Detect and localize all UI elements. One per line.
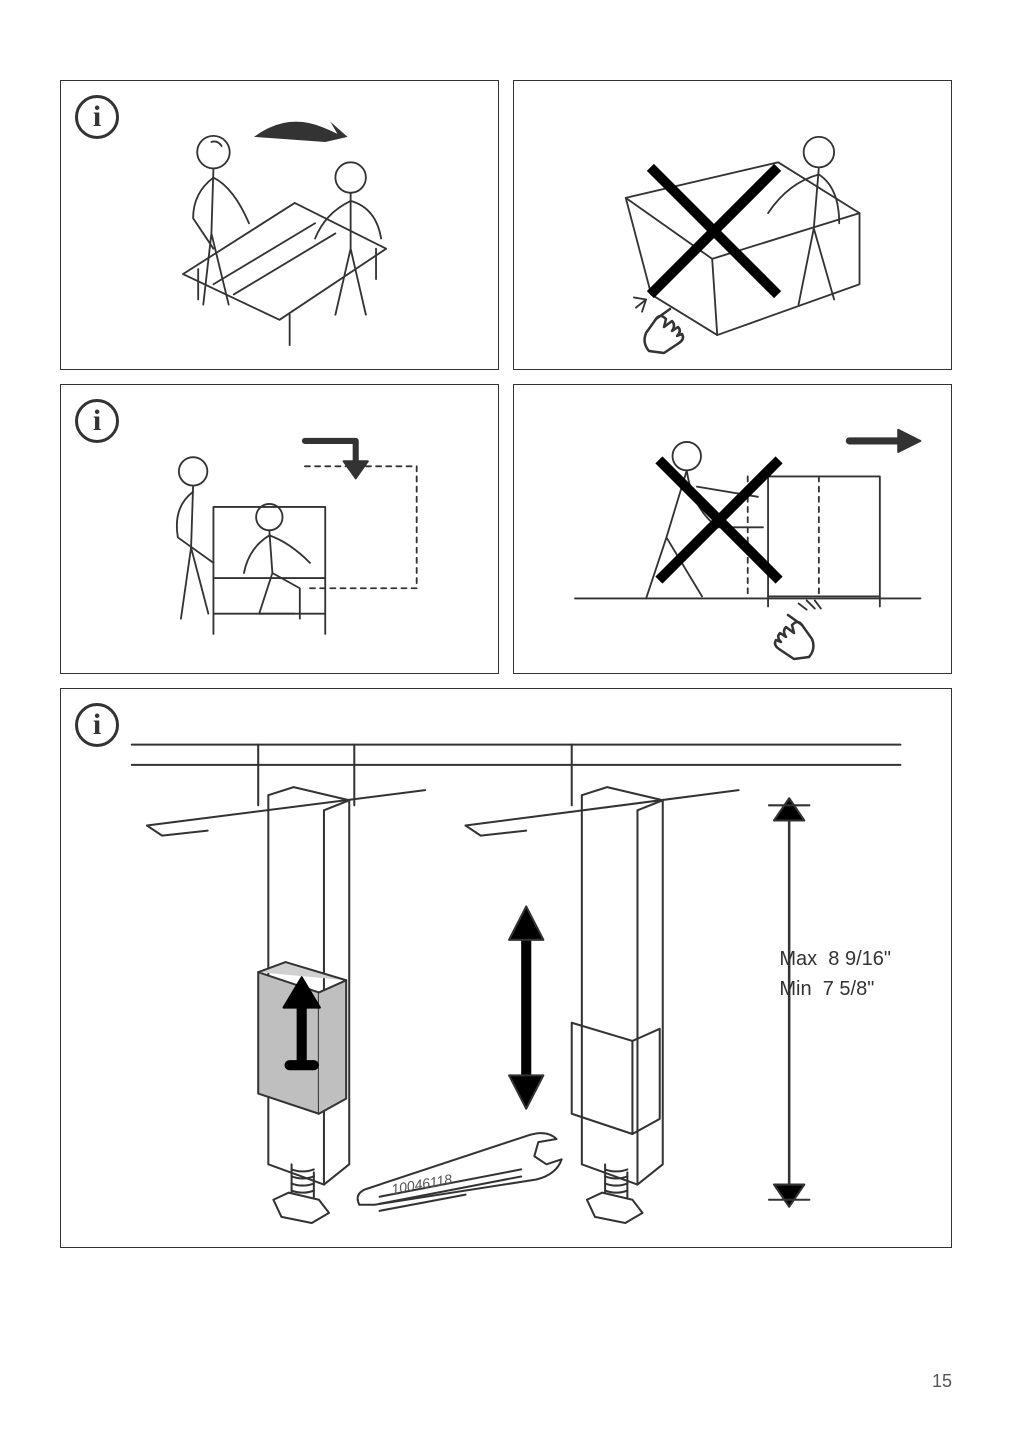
max-label: Max bbox=[779, 948, 817, 970]
illustration-incorrect-tilt bbox=[514, 81, 951, 376]
panel-two-person-place: i bbox=[60, 384, 499, 674]
panel-incorrect-push bbox=[513, 384, 952, 674]
illustration-two-person-flip bbox=[61, 81, 498, 376]
panel-leg-adjustment: i bbox=[60, 688, 952, 1248]
max-value: 8 9/16" bbox=[828, 948, 891, 970]
panel-incorrect-tilt bbox=[513, 80, 952, 370]
min-label: Min bbox=[779, 978, 811, 1000]
row-1: i bbox=[60, 80, 952, 370]
min-value: 7 5/8" bbox=[823, 978, 875, 1000]
page-number: 15 bbox=[932, 1371, 952, 1392]
illustration-incorrect-push bbox=[514, 385, 951, 680]
illustration-two-person-place bbox=[61, 385, 498, 680]
panel-two-person-flip: i bbox=[60, 80, 499, 370]
instruction-page: i bbox=[0, 0, 1012, 1432]
measurement-text: Max 8 9/16" Min 7 5/8" bbox=[779, 944, 891, 1004]
pointing-hand-icon bbox=[764, 607, 824, 667]
pointing-hand-icon bbox=[634, 301, 694, 361]
row-2: i bbox=[60, 384, 952, 674]
